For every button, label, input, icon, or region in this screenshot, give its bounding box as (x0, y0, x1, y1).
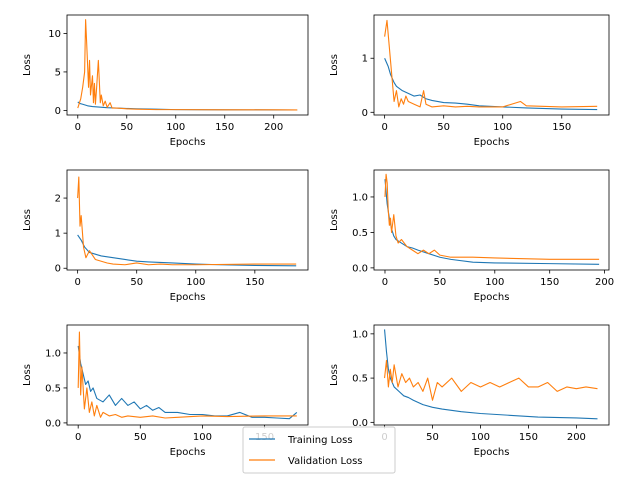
x-tick-label: 0 (75, 432, 81, 443)
axes-frame (66, 169, 309, 271)
y-tick-label: 0.0 (352, 418, 368, 429)
x-tick-label: 0 (381, 122, 387, 133)
x-tick-label: 0 (75, 122, 81, 133)
y-tick-label: 0 (55, 264, 61, 275)
x-tick-label: 100 (485, 277, 504, 288)
series-line-validation-loss (384, 19, 598, 108)
x-tick-label: 150 (552, 122, 571, 133)
y-axis-label: Loss (22, 364, 33, 386)
x-tick-label: 150 (519, 432, 538, 443)
y-tick-label: 1 (362, 54, 368, 65)
x-tick-label: 50 (130, 277, 143, 288)
y-tick-label: 1.0 (352, 192, 368, 203)
y-tick-label: 0.5 (45, 383, 61, 394)
x-tick-label: 100 (166, 122, 185, 133)
y-tick-label: 1 (55, 229, 61, 240)
x-tick-label: 50 (120, 122, 133, 133)
x-axis-label: Epochs (170, 447, 206, 458)
y-tick-label: 2 (55, 194, 61, 205)
series-line-validation-loss (77, 19, 298, 111)
legend-box (242, 426, 396, 474)
x-tick-label: 150 (215, 122, 234, 133)
axes-frame (373, 324, 610, 426)
x-tick-label: 0 (382, 277, 388, 288)
y-tick-label: 0 (55, 106, 61, 117)
x-tick-label: 50 (134, 432, 147, 443)
series-line-validation-loss (384, 173, 600, 260)
y-tick-label: 10 (48, 29, 61, 40)
x-tick-label: 100 (193, 432, 212, 443)
subplot-2: 0 50 100 150 0 1 Epochs Loss (329, 14, 610, 148)
y-tick-label: 0.0 (45, 418, 61, 429)
series-line-training-loss (77, 345, 298, 420)
series-line-validation-loss (384, 359, 598, 401)
x-tick-label: 50 (434, 277, 447, 288)
axes-frame (373, 14, 610, 116)
axes-frame (373, 169, 610, 271)
series-line-validation-loss (77, 176, 297, 266)
subplot-1: 0 50 100 150 200 0 5 10 Epochs Loss (22, 14, 309, 148)
x-tick-label: 200 (567, 432, 586, 443)
x-tick-label: 150 (540, 277, 559, 288)
x-tick-label: 50 (437, 122, 450, 133)
axes-frame (66, 14, 309, 116)
y-tick-label: 1.0 (45, 348, 61, 359)
x-axis-label: Epochs (474, 292, 510, 303)
x-tick-label: 150 (245, 277, 264, 288)
y-tick-label: 0.5 (352, 228, 368, 239)
series-line-validation-loss (77, 331, 297, 419)
y-axis-label: Loss (329, 54, 340, 76)
y-axis-label: Loss (329, 209, 340, 231)
x-tick-label: 100 (186, 277, 205, 288)
subplot-3: 0 50 100 150 0 1 2 Epochs Loss (22, 169, 309, 303)
y-tick-label: 0.0 (352, 263, 368, 274)
x-tick-label: 0 (74, 277, 80, 288)
x-axis-label: Epochs (474, 447, 510, 458)
legend-label-validation: Validation Loss (288, 456, 363, 467)
x-axis-label: Epochs (170, 137, 206, 148)
y-tick-label: 0.5 (352, 374, 368, 385)
x-tick-label: 100 (471, 432, 490, 443)
x-axis-label: Epochs (170, 292, 206, 303)
y-tick-label: 0 (362, 108, 368, 119)
y-axis-label: Loss (22, 54, 33, 76)
x-tick-label: 200 (264, 122, 283, 133)
series-line-training-loss (384, 329, 598, 420)
y-tick-label: 5 (55, 67, 61, 78)
x-tick-label: 50 (426, 432, 439, 443)
x-tick-label: 200 (595, 277, 614, 288)
axes-frame (66, 324, 309, 426)
legend: Training Loss Validation Loss (242, 426, 396, 474)
y-tick-label: 1.0 (352, 329, 368, 340)
legend-label-training: Training Loss (287, 435, 353, 446)
subplot-4: 0 50 100 150 200 0.0 0.5 1.0 Epochs Loss (329, 169, 614, 303)
x-axis-label: Epochs (474, 137, 510, 148)
x-tick-label: 100 (493, 122, 512, 133)
y-axis-label: Loss (329, 364, 340, 386)
y-axis-label: Loss (22, 209, 33, 231)
